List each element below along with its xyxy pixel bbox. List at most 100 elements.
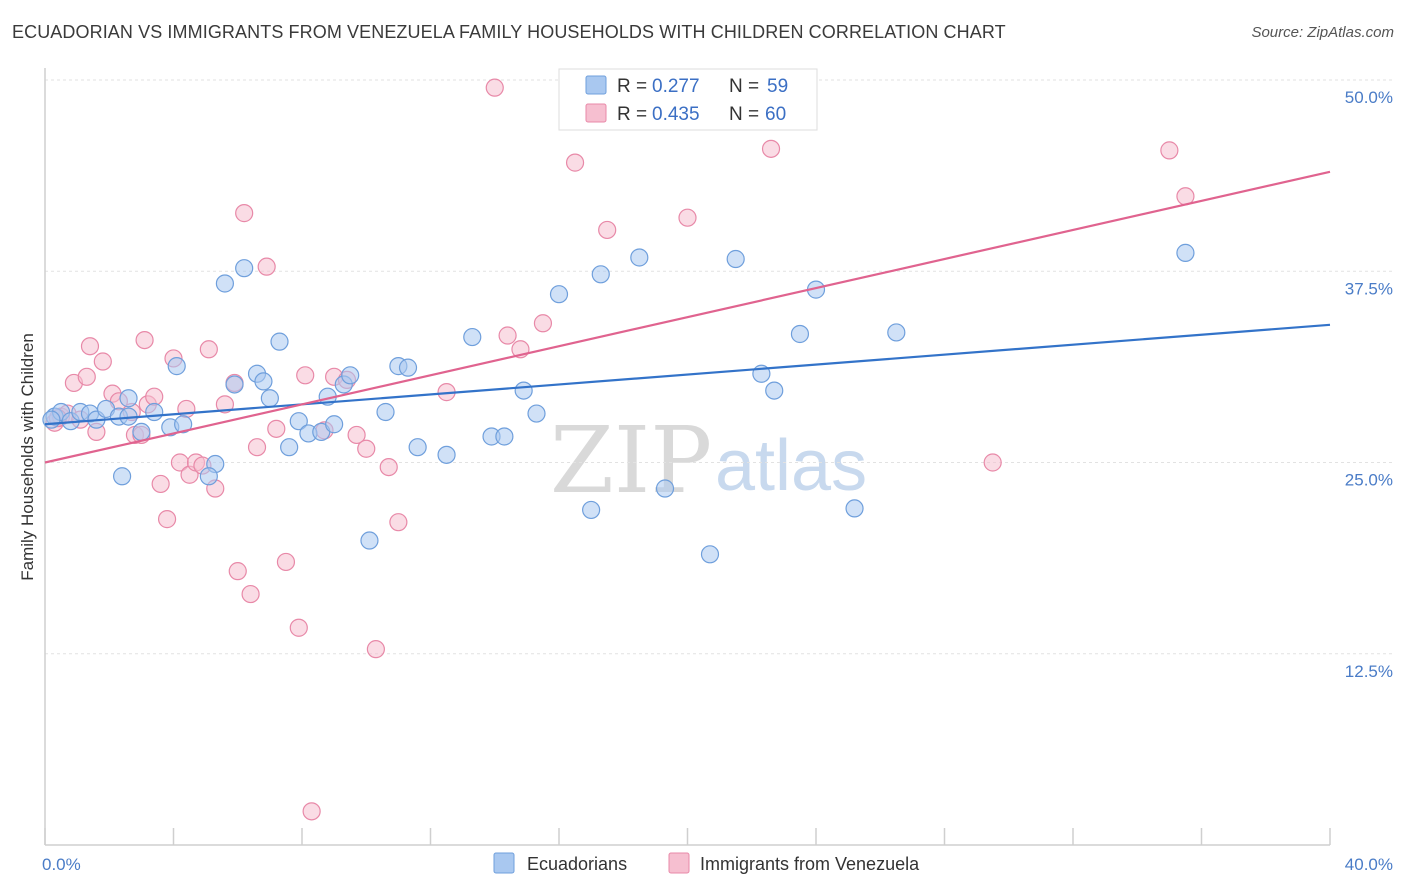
trend-line-ecuadorians [44,323,1331,426]
legend-n-value-2: 60 [765,104,786,125]
point-venezuela [215,395,234,414]
point-ecuadorians [549,285,569,304]
point-venezuela [267,419,286,438]
point-ecuadorians [132,422,151,441]
point-venezuela [366,640,385,659]
point-ecuadorians [112,467,132,486]
chart-title: ECUADORIAN VS IMMIGRANTS FROM VENEZUELA … [12,22,1006,42]
legend-swatch-ecuadorians [585,75,607,95]
bottom-legend-label-venezuela: Immigrants from Venezuela [700,854,920,874]
x-axis-ticks: 0.0% 40.0% [42,855,1393,874]
watermark-zip: ZIP [550,407,712,514]
source-label: Source: ZipAtlas.com [1251,24,1394,41]
point-ecuadorians [341,366,360,385]
point-ecuadorians [254,372,273,391]
y-axis-ticks: 12.5% 25.0% 37.5% 50.0% [1345,88,1393,681]
point-venezuela [485,78,504,97]
point-venezuela [498,326,517,345]
point-venezuela [80,337,100,356]
x-tick-label: 0.0% [42,855,81,874]
point-ecuadorians [325,415,344,434]
point-venezuela [228,562,247,581]
bottom-legend-label-ecuadorians: Ecuadorians [527,854,627,874]
point-ecuadorians [167,357,186,376]
point-ecuadorians [527,404,546,423]
point-venezuela [93,352,112,371]
point-venezuela [157,510,177,529]
point-venezuela [151,474,170,494]
point-ecuadorians [42,410,61,429]
point-ecuadorians [887,323,906,342]
y-tick-label: 37.5% [1345,279,1393,298]
point-ecuadorians [280,438,299,457]
point-venezuela [983,453,1002,472]
point-ecuadorians [514,381,533,400]
point-ecuadorians [215,274,234,293]
bottom-legend-swatch-ecuadorians [493,852,515,874]
point-venezuela [177,399,196,419]
x-tick-label: 40.0% [1345,855,1393,874]
legend-n-value-1: 59 [767,76,788,97]
point-ecuadorians [260,389,279,408]
point-ecuadorians [199,467,218,486]
legend-r-value-2: 0.435 [652,104,700,125]
point-ecuadorians [235,259,254,278]
point-venezuela [761,139,781,158]
point-ecuadorians [174,415,193,434]
y-axis-label: Family Households with Children [18,333,37,581]
trend-lines [44,170,1331,464]
axes [44,68,1331,846]
point-venezuela [235,204,254,223]
point-ecuadorians [790,324,810,344]
point-ecuadorians [630,248,649,267]
correlation-legend: R = 0.277 N = 59 R = 0.435 N = 60 [558,68,818,131]
point-ecuadorians [591,265,610,284]
point-venezuela [247,438,267,457]
point-venezuela [598,220,617,240]
point-venezuela [77,367,96,386]
point-ecuadorians [119,389,138,408]
point-venezuela [347,425,366,445]
point-ecuadorians [360,531,379,550]
point-venezuela [241,584,260,604]
series-legend: Ecuadorians Immigrants from Venezuela [493,852,920,874]
point-ecuadorians [655,479,675,498]
point-venezuela [1160,141,1179,160]
trend-line-venezuela [44,170,1331,464]
point-venezuela [678,208,697,227]
watermark-atlas: atlas [715,426,867,506]
grid-lines [45,79,1395,655]
legend-n-label-1: N = [729,76,759,97]
series-ecuadorians-points [42,243,1195,564]
point-venezuela [135,331,154,350]
point-ecuadorians [582,500,601,520]
point-ecuadorians [145,402,164,422]
point-ecuadorians [726,249,745,269]
bottom-legend-swatch-venezuela [668,852,690,874]
point-venezuela [296,366,315,385]
point-ecuadorians [270,332,289,351]
y-tick-label: 50.0% [1345,88,1393,107]
point-venezuela [357,439,376,458]
point-venezuela [145,387,164,406]
point-ecuadorians [845,499,864,518]
legend-r-label-2: R = [617,104,647,125]
point-venezuela [302,802,321,821]
point-ecuadorians [765,381,784,400]
point-venezuela [565,153,585,172]
point-ecuadorians [408,438,427,457]
point-venezuela [379,457,398,477]
legend-swatch-venezuela [585,103,607,123]
legend-r-value-1: 0.277 [652,76,700,97]
y-tick-label: 25.0% [1345,471,1393,490]
point-venezuela [533,314,553,333]
point-ecuadorians [289,412,308,431]
point-venezuela [199,340,218,359]
legend-r-label-1: R = [617,76,647,97]
legend-n-label-2: N = [729,104,759,125]
point-ecuadorians [700,545,720,564]
point-venezuela [257,257,276,276]
point-ecuadorians [398,358,418,377]
point-venezuela [276,552,296,572]
